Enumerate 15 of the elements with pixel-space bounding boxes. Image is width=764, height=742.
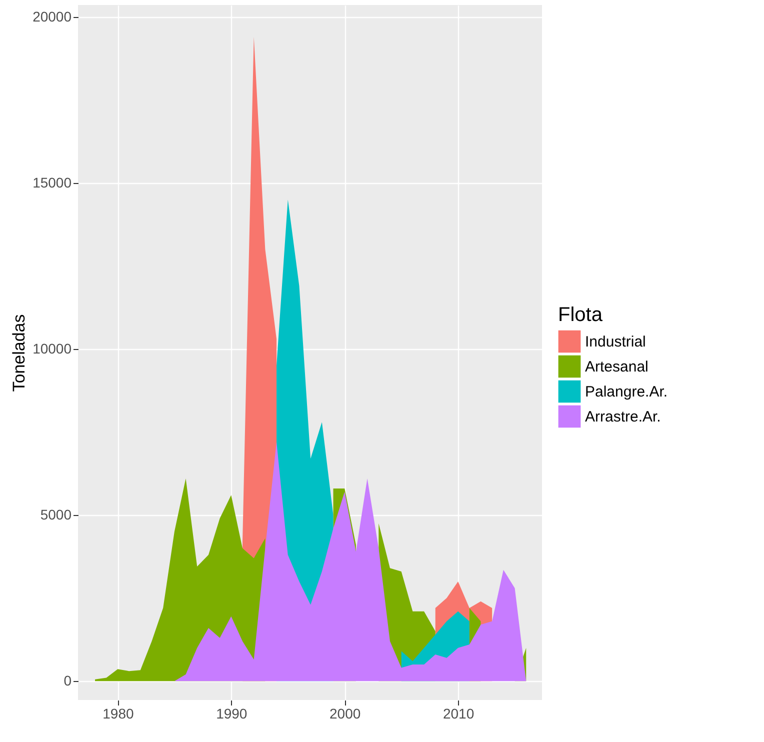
x-tick-label: 2000 — [330, 706, 361, 722]
legend-title: Flota — [558, 304, 604, 326]
legend-label: Artesanal — [585, 358, 648, 376]
y-tick-label: 0 — [64, 672, 72, 689]
legend-label: Arrastre.Ar. — [585, 408, 661, 426]
legend-label: Palangre.Ar. — [585, 384, 668, 400]
y-tick-label: 5000 — [40, 506, 72, 523]
y-tick-label: 10000 — [32, 340, 72, 357]
legend-label: Industrial — [585, 334, 646, 350]
x-tick-label: 2010 — [442, 706, 474, 722]
x-tick-label: 1990 — [216, 706, 248, 722]
y-tick-label: 20000 — [32, 8, 72, 24]
y-tick-label: 15000 — [32, 174, 72, 190]
y-axis-title: Toneladas — [10, 314, 29, 392]
x-tick-label: 1980 — [102, 706, 134, 722]
